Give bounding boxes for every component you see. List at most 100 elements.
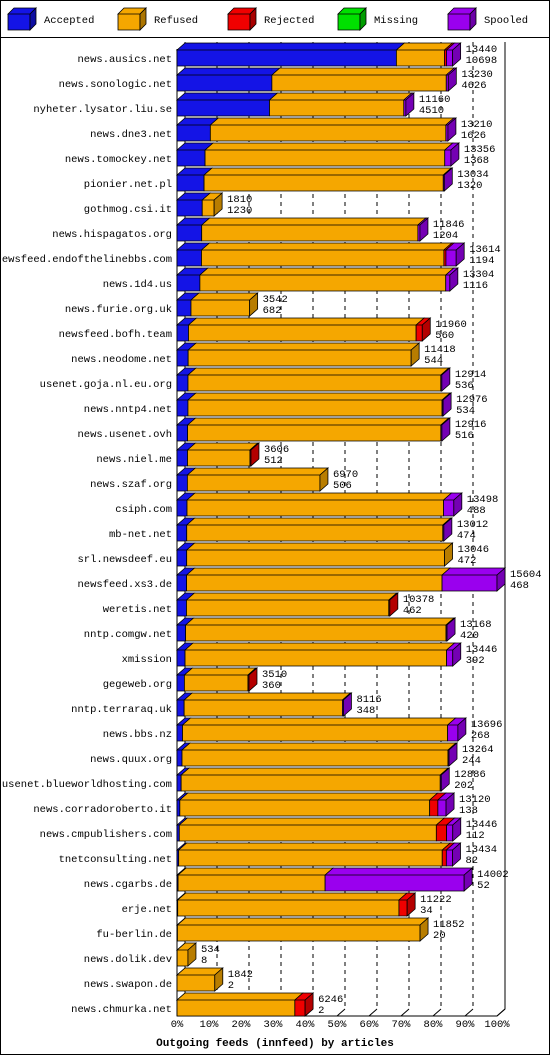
- total-label: 6970: [333, 469, 358, 481]
- bar-cap: [250, 442, 260, 467]
- x-axis-title: Outgoing feeds (innfeed) by articles: [156, 1038, 394, 1050]
- y-tick-label: csiph.com: [115, 504, 172, 516]
- accepted-label: 10698: [466, 55, 498, 67]
- y-tick-label: news.nntp4.net: [84, 404, 172, 416]
- total-label: 13696: [471, 719, 503, 731]
- bar-segment: [183, 667, 258, 692]
- y-tick-label: news.szaf.org: [90, 479, 172, 491]
- accepted-label: 1116: [463, 280, 488, 292]
- accepted-label: 474: [457, 530, 476, 542]
- x-tick-label: 10%: [200, 1019, 220, 1031]
- y-tick-label: gothmog.csi.it: [84, 204, 172, 216]
- bar-segment: [177, 867, 335, 892]
- bar-cap: [450, 142, 460, 167]
- accepted-label: 268: [471, 730, 490, 742]
- accepted-label: 1320: [457, 180, 482, 192]
- total-label: 1842: [228, 969, 253, 981]
- y-tick-label: usenet.blueworldhosting.com: [2, 779, 172, 791]
- bar-segment: [185, 517, 452, 542]
- x-tick-label: 0%: [171, 1019, 184, 1031]
- bar-segment: [176, 892, 408, 917]
- accepted-label: 1368: [464, 155, 489, 167]
- bar-cap: [496, 567, 506, 592]
- total-label: 13034: [457, 169, 489, 181]
- bar-cap: [463, 867, 473, 892]
- bar-cap: [441, 417, 451, 442]
- y-tick-label: weretis.net: [103, 604, 172, 616]
- accepted-label: 560: [435, 330, 454, 342]
- bar-cap: [440, 767, 450, 792]
- x-tick-label: 20%: [232, 1019, 252, 1031]
- total-label: 3510: [262, 669, 287, 681]
- accepted-label: 1626: [461, 130, 486, 142]
- bar-segment: [175, 42, 406, 67]
- accepted-label: 348: [356, 705, 375, 717]
- total-label: 13356: [464, 144, 496, 156]
- y-tick-label: news.furie.org.uk: [65, 304, 172, 316]
- accepted-label: 4510: [419, 105, 444, 117]
- bar-segment: [186, 417, 450, 442]
- accepted-label: 8: [201, 955, 207, 967]
- accepted-label: 202: [454, 780, 473, 792]
- y-tick-label: newsfeed.bofh.team: [59, 329, 172, 341]
- accepted-label: 52: [477, 880, 490, 892]
- bar-cap: [453, 492, 463, 517]
- total-label: 12886: [454, 769, 486, 781]
- legend-swatch-side: [249, 7, 257, 31]
- bar-segment: [185, 492, 453, 517]
- bar-cap: [445, 792, 455, 817]
- accepted-label: 534: [456, 405, 475, 417]
- x-tick: [432, 1008, 442, 1017]
- legend-swatch-side: [29, 7, 37, 31]
- bar-cap: [452, 817, 462, 842]
- bar-cap: [452, 842, 461, 867]
- bar-segment: [178, 817, 446, 842]
- bar-segment: [268, 92, 413, 117]
- bar-cap: [419, 217, 429, 242]
- total-label: 8116: [356, 694, 381, 706]
- y-tick-label: news.1d4.us: [103, 279, 172, 291]
- total-label: 13614: [469, 244, 501, 256]
- y-tick-label: news.cgarbs.de: [84, 879, 172, 891]
- y-tick-label: news.hispagatos.org: [52, 229, 172, 241]
- bar-segment: [209, 117, 455, 142]
- accepted-label: 360: [262, 680, 281, 692]
- total-label: 11222: [420, 894, 452, 906]
- total-label: 11960: [435, 319, 467, 331]
- bar-cap: [455, 242, 465, 267]
- bar-segment: [176, 917, 430, 942]
- total-label: 14002: [477, 869, 509, 881]
- accepted-label: 138: [459, 805, 478, 817]
- bar-segment: [175, 67, 281, 92]
- total-label: 11160: [419, 94, 451, 106]
- total-label: 11418: [424, 344, 456, 356]
- legend-swatch-side: [359, 7, 367, 31]
- x-tick-label: 90%: [456, 1019, 476, 1031]
- bar-cap: [343, 692, 352, 717]
- total-label: 13498: [467, 494, 499, 506]
- total-label: 13264: [462, 744, 494, 756]
- accepted-label: 392: [466, 655, 485, 667]
- bar-segment: [440, 567, 507, 592]
- x-tick-label: 50%: [328, 1019, 348, 1031]
- accepted-label: 2: [318, 1005, 324, 1017]
- bar-segment: [187, 317, 426, 342]
- total-label: 13046: [458, 544, 490, 556]
- y-tick-label: news.dne3.net: [90, 129, 172, 141]
- x-tick-label: 80%: [424, 1019, 444, 1031]
- bar-segment: [175, 92, 279, 117]
- total-label: 13168: [460, 619, 492, 631]
- total-label: 3542: [263, 294, 288, 306]
- y-tick-label: newsfeed.endofthelinebbs.com: [0, 254, 172, 266]
- y-tick-label: erje.net: [122, 904, 172, 916]
- accepted-label: 1194: [469, 255, 494, 267]
- legend-label: Refused: [154, 15, 198, 27]
- bar-segment: [203, 167, 453, 192]
- accepted-label: 112: [466, 830, 485, 842]
- y-tick-label: news.corradoroberto.it: [33, 804, 172, 816]
- y-tick-label: news.sonologic.net: [59, 79, 172, 91]
- y-tick-label: nntp.comgw.net: [84, 629, 172, 641]
- bar-segment: [186, 442, 259, 467]
- y-tick-label: usenet.goja.nl.eu.org: [40, 379, 172, 391]
- y-tick-label: news.quux.org: [90, 754, 172, 766]
